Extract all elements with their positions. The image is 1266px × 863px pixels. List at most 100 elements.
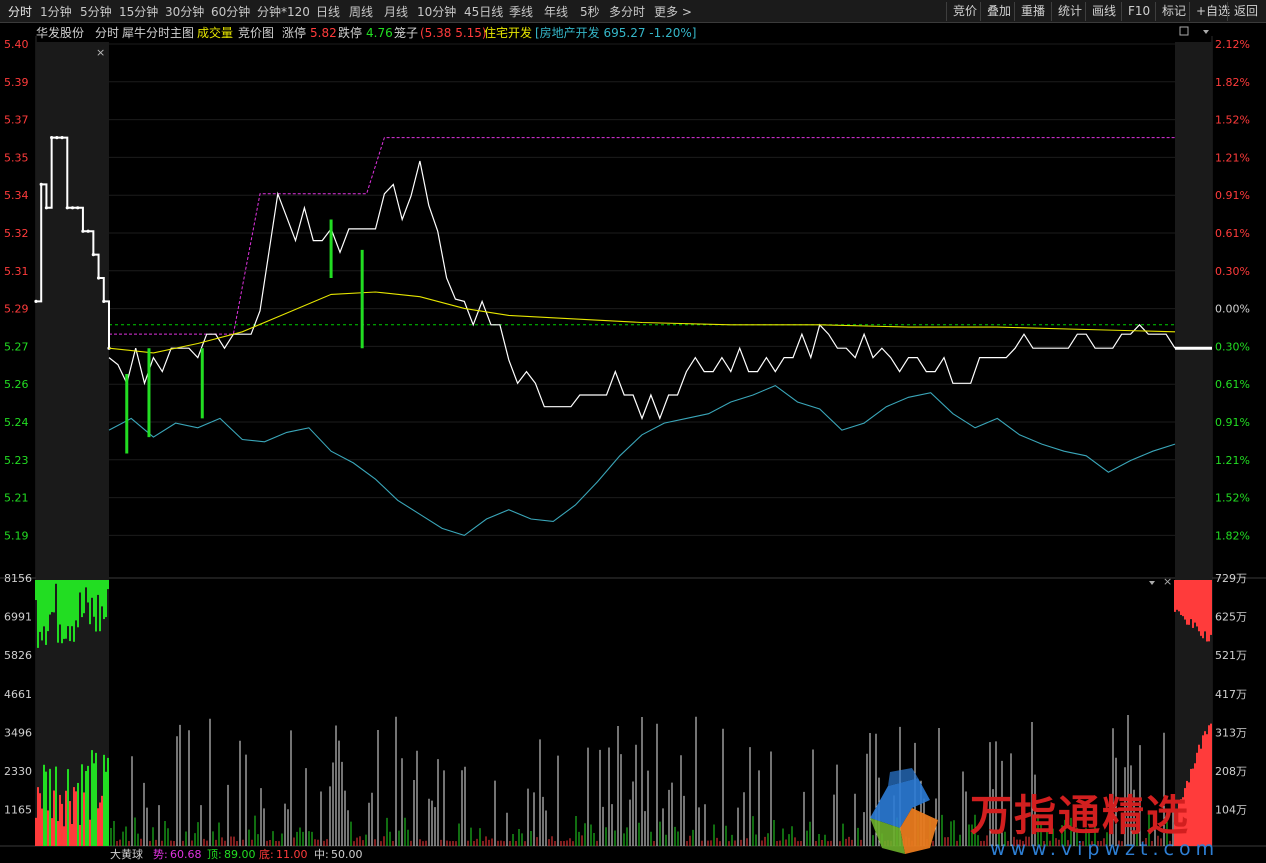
mode-label: 分时	[95, 26, 120, 40]
logo-icon	[870, 768, 938, 854]
toolbar-button-6[interactable]: 标记	[1155, 2, 1192, 21]
auction-point	[81, 229, 85, 233]
timeframe-15[interactable]: 多分时	[609, 5, 646, 19]
timeframe-2[interactable]: 5分钟	[80, 5, 112, 19]
indicator-name: 大黄球	[110, 847, 143, 861]
timeframe-9[interactable]: 月线	[384, 5, 409, 19]
timeframe-11[interactable]: 45日线	[464, 5, 504, 19]
indicator-shi-label: 势:	[153, 848, 168, 861]
price-tick-label: 5.27	[4, 340, 29, 353]
volume-right-tick-label: 104万	[1215, 804, 1247, 817]
toolbar-button-5[interactable]: F10	[1121, 2, 1156, 21]
dropdown-icon	[1149, 581, 1155, 585]
percent-tick-label: 2.12%	[1215, 38, 1250, 51]
timeframe-14[interactable]: 5秒	[580, 5, 600, 19]
series-line-average	[108, 291, 1176, 354]
volume-tick-label: 8156	[4, 572, 32, 585]
price-tick-label: 5.19	[4, 529, 29, 542]
volume-right-tick-label: 729万	[1215, 572, 1247, 585]
timeframe-7[interactable]: 日线	[316, 5, 341, 19]
volume-tick-label: 1165	[4, 804, 32, 817]
percent-tick-label: 0.00%	[1215, 303, 1250, 316]
percent-tick-label: 0.30%	[1215, 340, 1250, 353]
price-tick-label: 5.40	[4, 38, 29, 51]
auction-point	[96, 276, 101, 280]
volume-tick-label: 3496	[4, 726, 32, 739]
limit-up-label: 涨停	[282, 26, 307, 40]
toolbar-button-3[interactable]: 统计	[1051, 2, 1088, 21]
timeframe-8[interactable]: 周线	[349, 5, 374, 19]
timeframe-12[interactable]: 季线	[509, 5, 534, 19]
stock-name[interactable]: 华发股份	[36, 26, 85, 40]
percent-tick-label: 1.82%	[1215, 529, 1250, 542]
watermark-text: 万指通精选	[970, 791, 1191, 840]
percent-tick-label: 0.91%	[1215, 416, 1250, 429]
timeframe-13[interactable]: 年线	[544, 5, 569, 19]
auction-point	[44, 206, 49, 210]
percent-tick-label: 0.91%	[1215, 189, 1250, 202]
limit-up-value: 5.82	[310, 26, 337, 40]
percent-tick-label: 1.21%	[1215, 454, 1250, 467]
percent-tick-label: 1.82%	[1215, 76, 1250, 89]
percent-tick-label: 0.61%	[1215, 227, 1250, 240]
auction-point	[39, 182, 43, 186]
indicator-di-value: 11.00	[276, 848, 308, 861]
series-line-sector_index	[108, 384, 1176, 537]
price-tick-label: 5.21	[4, 492, 29, 505]
chart-info-bar: 华发股份 分时 犀牛分时主图 成交量 竞价图 涨停 5.82 跌停 4.76 笼…	[0, 24, 1266, 42]
volume-tick-label: 4661	[4, 688, 32, 701]
price-tick-label: 5.23	[4, 454, 29, 467]
toolbar-button-8[interactable]: 返回	[1227, 2, 1264, 21]
timeframe-5[interactable]: 60分钟	[211, 5, 251, 19]
indicator-ding-label: 顶:	[207, 848, 222, 861]
auction-label[interactable]: 竞价图	[238, 26, 275, 40]
chart-grid	[0, 36, 1266, 847]
limit-down-label: 跌停	[338, 26, 363, 40]
timeframe-0[interactable]: 分时	[8, 5, 33, 19]
indicator-shi-value: 60.68	[170, 848, 202, 861]
sector-label[interactable]: 住宅开发	[484, 26, 533, 40]
auction-point	[102, 299, 106, 303]
percent-tick-label: 1.21%	[1215, 151, 1250, 164]
volume-tick-label: 5826	[4, 649, 32, 662]
pen-label: 笼子	[394, 26, 419, 40]
volume-right-tick-label: 313万	[1215, 726, 1247, 739]
main-chart-name[interactable]: 犀牛分时主图	[122, 26, 195, 40]
volume-right-tick-label: 625万	[1215, 611, 1247, 624]
auction-area-right	[1175, 42, 1212, 846]
timeframe-4[interactable]: 30分钟	[165, 5, 205, 19]
auction-point	[34, 299, 38, 303]
auction-area-left	[36, 42, 109, 846]
price-tick-label: 5.37	[4, 114, 29, 127]
price-tick-label: 5.32	[4, 227, 29, 240]
timeframe-3[interactable]: 15分钟	[119, 5, 159, 19]
series-line-price	[108, 160, 1176, 421]
auction-point	[65, 206, 69, 210]
auction-point	[86, 229, 90, 233]
watermark-url: www.vipwzt.com	[990, 838, 1220, 860]
timeframe-10[interactable]: 10分钟	[417, 5, 457, 19]
pen-values: (5.38 5.15)	[420, 26, 487, 40]
toolbar-button-2[interactable]: 重播	[1014, 2, 1051, 21]
timeframe-16[interactable]: 更多 >	[654, 5, 692, 19]
limit-down-value: 4.76	[366, 26, 393, 40]
dropdown-icon	[1203, 30, 1209, 34]
toolbar-button-4[interactable]: 画线	[1085, 2, 1122, 21]
indicator-di-label: 底:	[259, 847, 274, 861]
timeframe-1[interactable]: 1分钟	[40, 5, 72, 19]
volume-tick-label: 2330	[4, 765, 32, 778]
price-tick-label: 5.34	[4, 189, 29, 202]
collapse-icon	[1179, 26, 1189, 36]
auction-point	[50, 136, 54, 140]
volume-label[interactable]: 成交量	[197, 26, 234, 40]
price-tick-label: 5.31	[4, 265, 29, 278]
toolbar-button-0[interactable]: 竞价	[946, 2, 983, 21]
toolbar-button-7[interactable]: +自选	[1189, 2, 1236, 21]
percent-tick-label: 0.30%	[1215, 265, 1250, 278]
indicator-zhong-value: 50.00	[331, 848, 363, 861]
toolbar-button-1[interactable]: 叠加	[980, 2, 1017, 21]
timeframe-6[interactable]: 分钟*120	[257, 5, 310, 19]
auction-point	[91, 253, 95, 257]
day-high-line	[109, 137, 1175, 335]
price-lines	[34, 136, 1212, 537]
